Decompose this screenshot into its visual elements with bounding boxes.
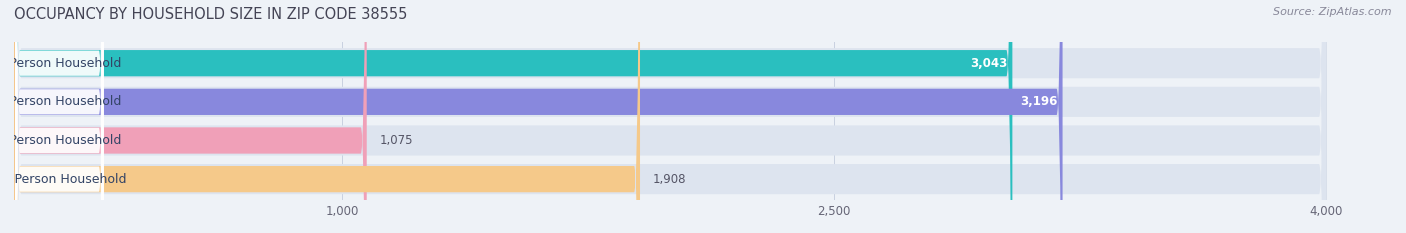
FancyBboxPatch shape xyxy=(14,0,640,233)
FancyBboxPatch shape xyxy=(14,0,1326,233)
FancyBboxPatch shape xyxy=(14,0,1063,233)
FancyBboxPatch shape xyxy=(14,0,1326,233)
FancyBboxPatch shape xyxy=(14,0,1012,233)
Text: 1,075: 1,075 xyxy=(380,134,413,147)
Text: OCCUPANCY BY HOUSEHOLD SIZE IN ZIP CODE 38555: OCCUPANCY BY HOUSEHOLD SIZE IN ZIP CODE … xyxy=(14,7,408,22)
FancyBboxPatch shape xyxy=(15,0,104,233)
FancyBboxPatch shape xyxy=(14,0,1326,233)
Text: 1,908: 1,908 xyxy=(654,173,686,186)
FancyBboxPatch shape xyxy=(15,0,104,233)
Text: 2-Person Household: 2-Person Household xyxy=(0,95,121,108)
Text: 3,196: 3,196 xyxy=(1021,95,1057,108)
Text: 3-Person Household: 3-Person Household xyxy=(0,134,121,147)
Text: 1-Person Household: 1-Person Household xyxy=(0,57,121,70)
FancyBboxPatch shape xyxy=(15,0,104,233)
Text: 3,043: 3,043 xyxy=(970,57,1008,70)
FancyBboxPatch shape xyxy=(14,0,1326,233)
Text: 4+ Person Household: 4+ Person Household xyxy=(0,173,127,186)
FancyBboxPatch shape xyxy=(15,0,104,233)
Text: Source: ZipAtlas.com: Source: ZipAtlas.com xyxy=(1274,7,1392,17)
FancyBboxPatch shape xyxy=(14,0,367,233)
